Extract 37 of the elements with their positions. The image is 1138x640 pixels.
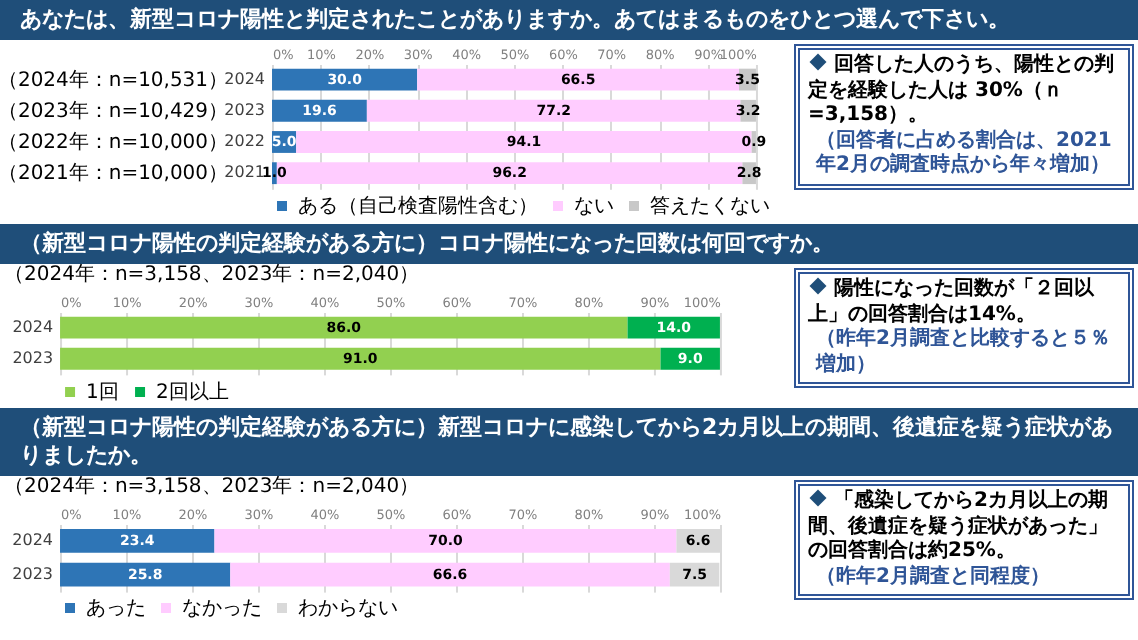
chart-title: （新型コロナ陽性の判定経験がある方に）新型コロナに感染してから2カ月以上の期間、後遺症を疑う症状がありましたか。 <box>0 408 1138 476</box>
bar <box>60 316 628 339</box>
bar <box>417 68 740 91</box>
legend-label: あった <box>86 597 147 620</box>
y-tick-label: 2023 <box>224 100 266 119</box>
bar <box>230 562 670 587</box>
legend-label: 2回以上 <box>156 379 229 404</box>
chart-subtitle: （2024年：n=3,158、2023年：n=2,040） <box>4 476 420 498</box>
legend-label: わからない <box>298 597 398 620</box>
bar <box>627 316 720 339</box>
text: （昨年2月調査と同程度） <box>814 565 1052 590</box>
bar <box>60 529 215 553</box>
bar <box>272 99 367 122</box>
text: 陽性になった回数が「２回以上」の回答割合は14%。 <box>808 278 1096 326</box>
chart-title: あなたは、新型コロナ陽性と判定されたことがありますか。あてはまるものをひとつ選んで下さい。 <box>0 0 1138 40</box>
text: （回答者に占める割合は、2021年2月の調査時点から年々増加） <box>813 129 1114 179</box>
y-tick-label: 2024 <box>224 69 266 88</box>
text: 「感染してから2カ月以上の期間、後遺症を疑う症状があった」の回答割合は約25%。 <box>808 490 1110 564</box>
y-tick-label: 2021 <box>224 163 266 182</box>
text: 回答した人のうち、陽性との判定を経験した人は 30%（ｎ=3,158）。 <box>808 54 1116 129</box>
legend-label: ある（自己検査陽性含む） <box>298 193 539 218</box>
legend-label: 答えたくない <box>649 193 770 218</box>
bar <box>60 562 231 587</box>
text: （昨年2月調査と比較すると５％増加） <box>813 328 1112 378</box>
y-tick-label: 2022 <box>224 131 266 150</box>
legend-label: ない <box>573 195 614 218</box>
y-tick-label: 2024 <box>12 317 54 336</box>
bar <box>214 529 677 553</box>
y-tick-label: 2023 <box>12 348 54 367</box>
bar <box>60 347 661 370</box>
chart-subtitle: （2024年：n=3,158、2023年：n=2,040） <box>4 264 420 286</box>
y-tick-label: 2024 <box>12 530 54 549</box>
legend-label: 1回 <box>86 381 119 404</box>
y-tick-label: 2023 <box>12 564 54 583</box>
chart-title: （新型コロナ陽性の判定経験がある方に）コロナ陽性になった回数は何回ですか。 <box>0 224 1138 264</box>
bar <box>272 68 418 91</box>
legend-label: なかった <box>182 597 263 620</box>
